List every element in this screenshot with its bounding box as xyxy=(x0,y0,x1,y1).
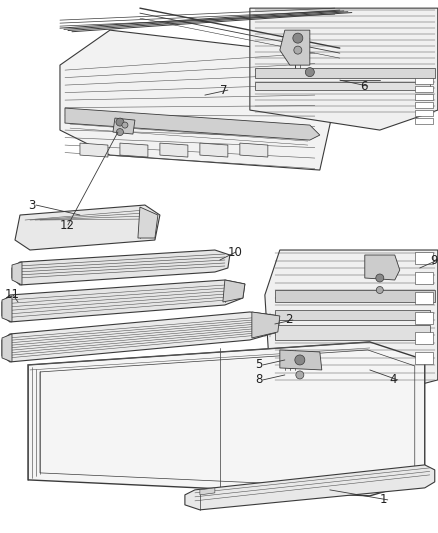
Text: 11: 11 xyxy=(5,288,20,302)
Polygon shape xyxy=(280,30,310,65)
Bar xyxy=(415,78,433,84)
Bar xyxy=(415,252,433,264)
Polygon shape xyxy=(240,143,268,157)
Polygon shape xyxy=(200,488,215,495)
Polygon shape xyxy=(65,108,320,140)
Bar xyxy=(415,110,433,116)
Bar xyxy=(415,94,433,100)
Text: 2: 2 xyxy=(285,313,292,327)
Circle shape xyxy=(122,122,128,128)
Polygon shape xyxy=(113,118,135,134)
Bar xyxy=(415,312,433,324)
Text: 7: 7 xyxy=(220,84,227,96)
Polygon shape xyxy=(80,143,108,157)
Polygon shape xyxy=(250,8,438,130)
Circle shape xyxy=(294,46,302,54)
Text: 10: 10 xyxy=(228,246,243,259)
Polygon shape xyxy=(138,207,158,238)
Polygon shape xyxy=(265,250,438,395)
Circle shape xyxy=(305,68,314,77)
Polygon shape xyxy=(280,350,322,370)
Polygon shape xyxy=(2,280,245,322)
Text: 3: 3 xyxy=(28,198,35,212)
Polygon shape xyxy=(185,465,435,510)
Polygon shape xyxy=(60,30,340,170)
Polygon shape xyxy=(255,82,430,90)
Bar xyxy=(415,272,433,284)
Polygon shape xyxy=(2,296,12,322)
Circle shape xyxy=(296,371,304,379)
Circle shape xyxy=(116,118,124,126)
Polygon shape xyxy=(255,68,435,78)
Text: 12: 12 xyxy=(60,219,75,231)
Polygon shape xyxy=(2,334,12,362)
Text: 1: 1 xyxy=(380,494,387,506)
Circle shape xyxy=(376,274,384,282)
Bar xyxy=(415,102,433,108)
Text: 5: 5 xyxy=(255,359,262,372)
Polygon shape xyxy=(252,312,280,338)
Polygon shape xyxy=(2,312,280,362)
Bar xyxy=(415,292,433,304)
Circle shape xyxy=(376,287,383,294)
Polygon shape xyxy=(275,290,435,302)
Circle shape xyxy=(117,128,124,135)
Text: 6: 6 xyxy=(360,79,367,93)
Polygon shape xyxy=(223,280,245,302)
Bar xyxy=(415,352,433,364)
Bar xyxy=(415,118,433,124)
Polygon shape xyxy=(120,143,148,157)
Circle shape xyxy=(293,33,303,43)
Polygon shape xyxy=(365,255,400,280)
Circle shape xyxy=(295,355,305,365)
Text: 9: 9 xyxy=(430,254,437,266)
Polygon shape xyxy=(28,342,425,496)
Text: 4: 4 xyxy=(390,374,397,386)
Polygon shape xyxy=(15,205,160,250)
Polygon shape xyxy=(275,325,430,340)
Polygon shape xyxy=(275,310,430,320)
Bar xyxy=(415,86,433,92)
Polygon shape xyxy=(200,143,228,157)
Polygon shape xyxy=(160,143,188,157)
Polygon shape xyxy=(12,250,230,285)
Polygon shape xyxy=(12,262,22,285)
Text: 8: 8 xyxy=(255,374,262,386)
Bar xyxy=(415,332,433,344)
